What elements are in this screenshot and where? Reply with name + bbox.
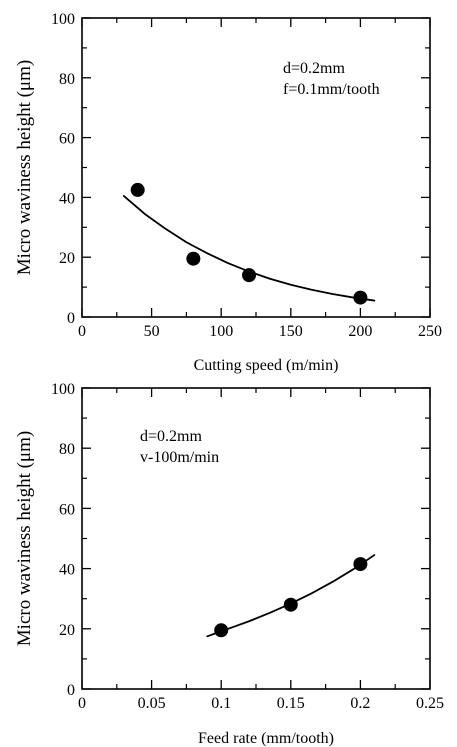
annotation: d=0.2mm <box>283 60 345 77</box>
data-point <box>353 290 368 305</box>
annotation: v-100m/min <box>140 449 219 466</box>
x-tick-label: 150 <box>279 323 303 340</box>
data-point <box>186 251 201 266</box>
data-point <box>353 557 368 572</box>
data-point <box>283 597 298 612</box>
annotation: f=0.1mm/tooth <box>283 81 380 98</box>
x-tick-label: 0.25 <box>416 695 444 712</box>
fit-curve <box>206 554 376 638</box>
cutting-speed-chart: 0 50 100 150 200 250 0 20 40 60 80 100 Cutting speed… <box>14 11 442 374</box>
y-tick-label: 60 <box>59 131 75 148</box>
fit-curve <box>122 194 376 302</box>
feed-rate-chart: 0 0.05 0.1 0.15 0.2 0.25 0 20 40 60 80 100 Feed rate… <box>14 381 444 747</box>
y-tick-label: 0 <box>67 682 75 699</box>
x-tick-label: 50 <box>144 323 160 340</box>
x-tick-label: 0.05 <box>138 695 166 712</box>
x-axis-label: Feed rate (mm/tooth) <box>198 730 334 747</box>
x-tick-label: 200 <box>348 323 372 340</box>
x-tick-label: 0.2 <box>350 695 370 712</box>
y-tick-label: 80 <box>59 71 75 88</box>
x-tick-label: 250 <box>418 323 442 340</box>
data-point <box>214 623 229 638</box>
y-tick-label: 100 <box>51 11 75 28</box>
x-tick-label: 100 <box>209 323 233 340</box>
x-tick-label: 0 <box>78 695 86 712</box>
y-tick-label: 60 <box>59 501 75 518</box>
y-axis-label: Micro waviness height (μm) <box>14 431 35 646</box>
x-axis-label: Cutting speed (m/min) <box>194 357 339 374</box>
data-point <box>242 268 257 283</box>
y-axis-label: Micro waviness height (μm) <box>14 60 35 275</box>
plot-frame <box>81 17 431 318</box>
y-tick-label: 80 <box>59 441 75 458</box>
y-tick-label: 100 <box>51 381 75 398</box>
y-tick-label: 0 <box>67 310 75 327</box>
y-tick-label: 40 <box>59 190 75 207</box>
y-tick-label: 20 <box>59 622 75 639</box>
annotation: d=0.2mm <box>140 428 202 445</box>
plot-frame <box>81 387 431 690</box>
data-point <box>130 182 145 197</box>
y-tick-label: 40 <box>59 562 75 579</box>
x-tick-label: 0.1 <box>211 695 231 712</box>
y-tick-label: 20 <box>59 250 75 267</box>
x-tick-label: 0.15 <box>277 695 305 712</box>
x-tick-label: 0 <box>78 323 86 340</box>
